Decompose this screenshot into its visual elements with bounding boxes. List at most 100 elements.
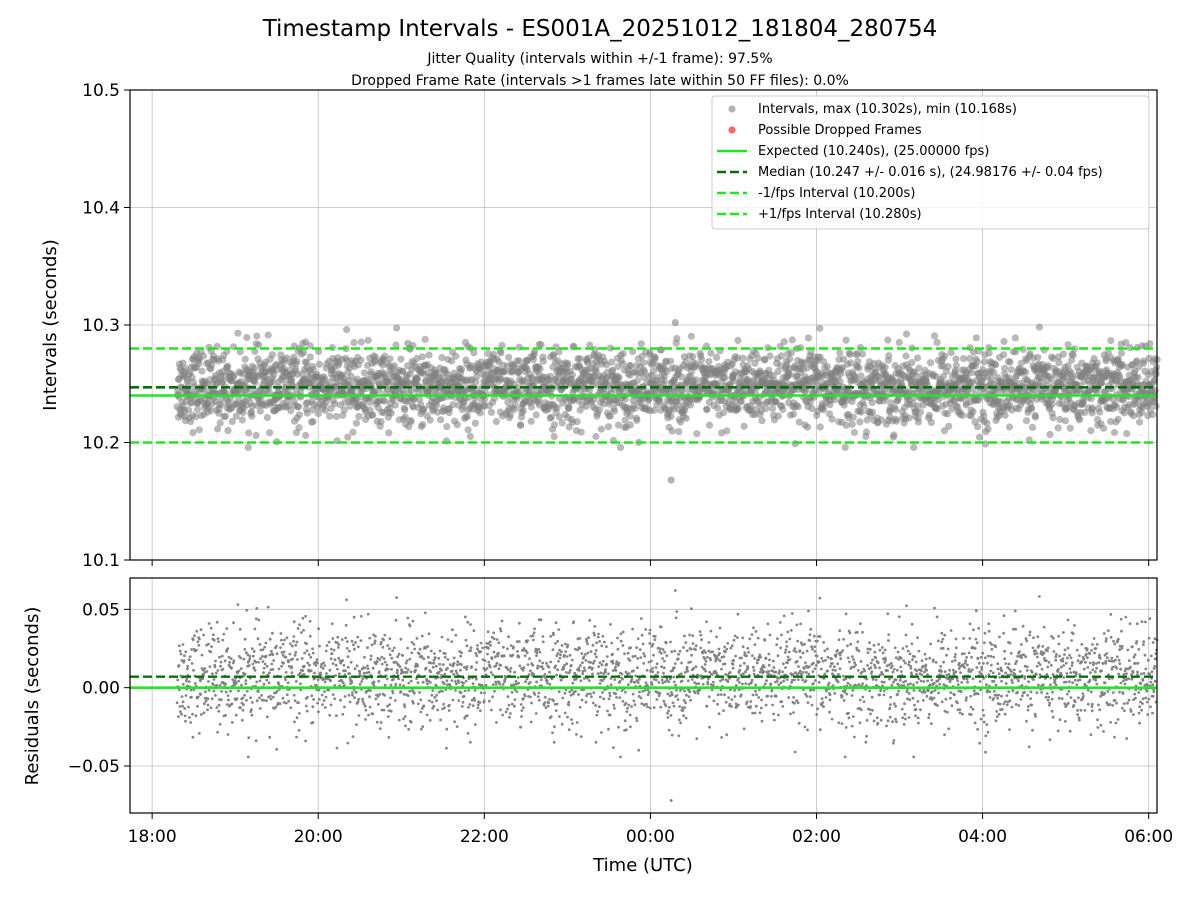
- residual-point: [662, 666, 666, 670]
- residual-point: [446, 658, 450, 661]
- residual-point: [690, 607, 693, 611]
- residual-point: [320, 693, 324, 697]
- interval-point: [452, 352, 460, 360]
- residual-point: [604, 670, 607, 674]
- residual-point: [251, 654, 255, 658]
- residual-point: [456, 663, 459, 667]
- residual-point: [216, 730, 220, 734]
- residual-point: [359, 614, 363, 618]
- residual-point: [428, 681, 432, 684]
- residual-point: [221, 638, 225, 642]
- interval-point: [576, 355, 584, 363]
- residual-point: [311, 705, 315, 709]
- interval-point: [1061, 417, 1069, 425]
- residual-point: [330, 622, 334, 626]
- residual-point: [551, 731, 554, 735]
- interval-point: [786, 370, 794, 378]
- residual-point: [691, 642, 695, 645]
- interval-point: [1069, 351, 1077, 359]
- residual-point: [482, 699, 486, 703]
- residual-point: [521, 706, 525, 710]
- residual-point: [523, 654, 527, 658]
- residual-point: [181, 704, 184, 708]
- residual-point: [529, 669, 532, 673]
- residual-point: [608, 691, 611, 695]
- residual-point: [501, 683, 505, 686]
- interval-point: [500, 368, 508, 376]
- residual-point: [394, 618, 398, 622]
- interval-point: [306, 353, 314, 361]
- interval-point: [777, 352, 786, 360]
- residual-point: [531, 663, 535, 667]
- residual-point: [302, 664, 306, 668]
- interval-point: [969, 385, 977, 393]
- residual-point: [621, 699, 625, 703]
- residual-point: [217, 709, 221, 713]
- residual-point: [194, 714, 198, 718]
- residual-point: [673, 662, 677, 665]
- residual-point: [633, 681, 637, 684]
- interval-point: [457, 365, 466, 373]
- residual-point: [675, 694, 679, 697]
- residual-point: [333, 684, 337, 687]
- residual-point: [474, 677, 478, 681]
- residual-point: [542, 703, 546, 707]
- interval-point: [410, 396, 418, 404]
- residual-point: [292, 693, 296, 697]
- residual-point: [607, 727, 610, 731]
- residual-point: [298, 623, 301, 627]
- residual-point: [308, 634, 312, 638]
- residual-point: [371, 712, 375, 716]
- residual-point: [328, 668, 332, 672]
- residual-point: [242, 703, 245, 707]
- residual-point: [688, 633, 691, 637]
- interval-point: [606, 344, 615, 352]
- residual-point: [279, 646, 282, 649]
- residual-point: [190, 648, 194, 651]
- residual-point: [591, 672, 594, 676]
- residual-point: [467, 688, 470, 692]
- residual-point: [324, 695, 328, 699]
- residual-point: [692, 667, 695, 670]
- interval-point: [480, 401, 488, 409]
- interval-point: [734, 336, 742, 344]
- interval-point: [788, 336, 796, 344]
- residual-point: [196, 695, 200, 699]
- interval-point: [302, 431, 310, 439]
- residual-point: [636, 657, 640, 660]
- residual-point: [407, 727, 411, 731]
- residual-point: [446, 667, 449, 670]
- interval-point: [610, 407, 619, 415]
- residual-point: [698, 688, 702, 692]
- residual-point: [368, 636, 372, 640]
- residual-point: [467, 705, 470, 709]
- residual-point: [627, 703, 631, 707]
- residual-point: [416, 681, 420, 684]
- interval-point: [550, 432, 558, 441]
- residual-point: [179, 652, 183, 656]
- interval-point: [265, 388, 273, 396]
- residual-point: [274, 705, 278, 709]
- residual-point: [562, 667, 566, 671]
- intervals-y-tick-label: 10.3: [82, 316, 120, 336]
- residual-point: [541, 635, 545, 638]
- interval-point: [577, 428, 585, 436]
- residual-point: [258, 679, 262, 683]
- residual-point: [460, 651, 463, 655]
- residual-point: [324, 677, 327, 681]
- residual-point: [470, 665, 473, 668]
- interval-point: [974, 423, 982, 431]
- interval-point: [816, 423, 824, 431]
- residual-point: [651, 670, 655, 674]
- residual-point: [370, 643, 374, 647]
- residual-point: [403, 705, 407, 709]
- residual-point: [298, 712, 301, 715]
- residual-point: [609, 683, 613, 687]
- residual-point: [212, 633, 215, 637]
- residual-point: [240, 718, 244, 722]
- residual-point: [491, 695, 494, 699]
- residual-point: [487, 699, 491, 703]
- residual-point: [650, 659, 653, 663]
- residual-point: [395, 671, 399, 675]
- residual-point: [595, 641, 598, 645]
